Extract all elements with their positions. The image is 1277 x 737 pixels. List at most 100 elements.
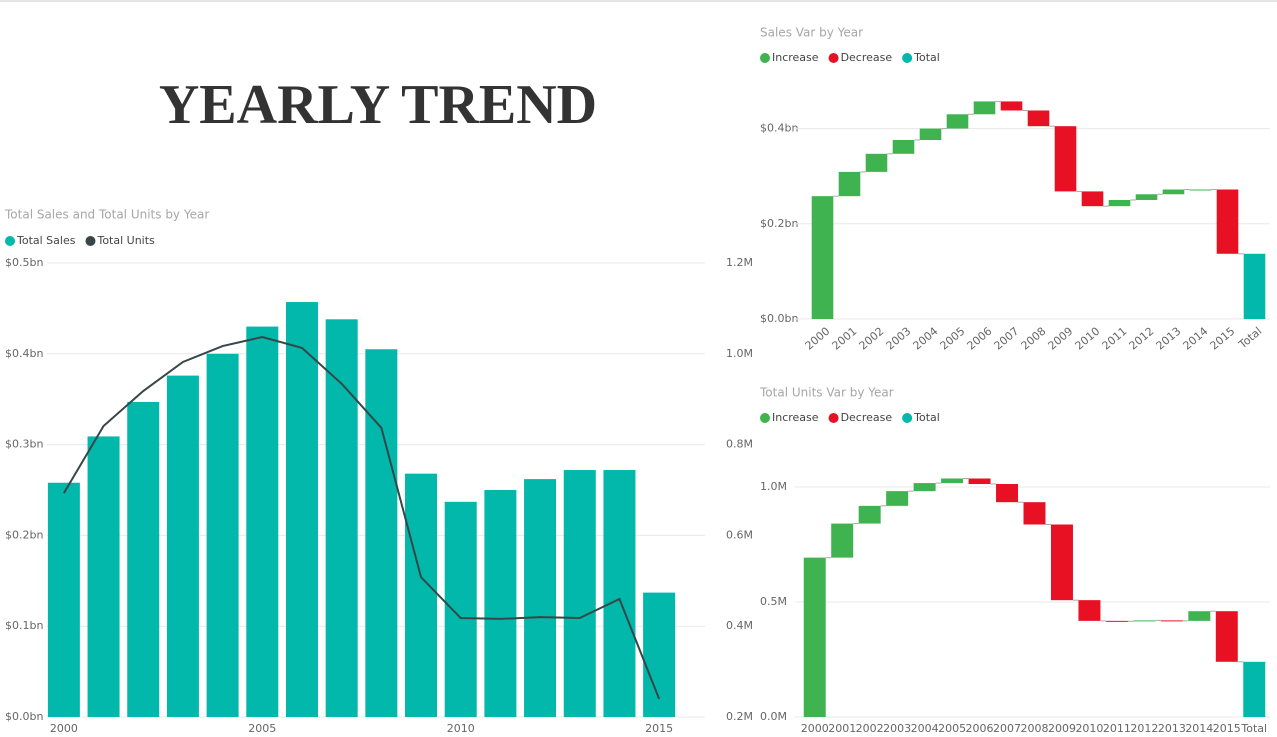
- x-tick-label: 2007: [992, 325, 1022, 353]
- y-tick-label: 1.0M: [760, 480, 787, 493]
- x-tick-label: 2007: [993, 722, 1021, 735]
- legend-label: Total Units: [96, 234, 155, 247]
- waterfall-bar: [886, 491, 909, 506]
- waterfall-bar: [1027, 110, 1050, 127]
- waterfall-bar: [838, 171, 861, 197]
- waterfall-bar: [1188, 611, 1211, 621]
- y-tick-label: $0.0bn: [5, 710, 43, 723]
- waterfall-bar: [1078, 600, 1101, 621]
- waterfall-bar: [1243, 253, 1266, 319]
- x-tick-label: 2000: [801, 722, 829, 735]
- x-tick-label: 2009: [1046, 325, 1076, 353]
- y-tick-label: 0.4M: [726, 619, 753, 632]
- y-tick-label: $0.0bn: [760, 312, 798, 325]
- x-tick-label: 2005: [938, 325, 968, 353]
- x-tick-label: 2004: [911, 325, 941, 353]
- bar: [47, 482, 80, 717]
- waterfall-bar: [1108, 199, 1131, 207]
- legend-label: Increase: [772, 411, 819, 424]
- y-tick-label: 0.8M: [726, 438, 753, 451]
- line: [63, 335, 661, 700]
- waterfall-bar: [1023, 502, 1046, 525]
- waterfall-bar: [1189, 189, 1212, 191]
- waterfall-bar: [1054, 126, 1077, 192]
- waterfall-bar: [858, 505, 881, 524]
- y-tick-label: 1.0M: [726, 347, 753, 360]
- x-tick-label: 2005: [938, 722, 966, 735]
- legend-marker: [828, 53, 839, 63]
- y-tick-label: $0.5bn: [5, 256, 43, 269]
- bar: [127, 401, 160, 717]
- chart-title: Total Sales and Total Units by Year: [4, 208, 209, 222]
- waterfall-bar: [1216, 189, 1239, 254]
- chart-title: Total Units Var by Year: [759, 386, 894, 400]
- legend-marker: [760, 53, 770, 63]
- waterfall-bar: [968, 478, 991, 485]
- waterfall-bar: [1133, 620, 1156, 622]
- x-tick-label: 2011: [1100, 325, 1130, 353]
- x-tick-label: 2013: [1158, 722, 1186, 735]
- bar: [166, 375, 199, 717]
- legend-label: Decrease: [841, 411, 893, 424]
- x-tick-label: 2002: [857, 325, 887, 353]
- waterfall-bar: [865, 153, 888, 172]
- waterfall-bar: [803, 557, 826, 717]
- y-tick-label: $0.1bn: [5, 619, 43, 632]
- bar: [285, 302, 318, 717]
- x-tick-label: 2004: [911, 722, 939, 735]
- legend-marker: [828, 413, 839, 423]
- x-tick-label: 2003: [884, 325, 914, 353]
- waterfall-bar: [811, 196, 834, 319]
- x-tick-label: Total: [1236, 325, 1265, 352]
- x-tick-label: 2014: [1181, 325, 1211, 353]
- x-tick-label: 2000: [803, 325, 833, 353]
- waterfall-bar: [1215, 611, 1238, 662]
- legend-marker: [902, 53, 913, 63]
- x-tick-label: 2005: [248, 722, 276, 735]
- x-tick-label: 2011: [1103, 722, 1131, 735]
- x-tick-label: 2012: [1130, 722, 1158, 735]
- y-tick-label: $0.2bn: [5, 528, 43, 541]
- waterfall-bar: [1081, 191, 1104, 207]
- x-tick-label: 2009: [1048, 722, 1076, 735]
- bar: [325, 319, 358, 717]
- y-tick-label: $0.2bn: [760, 217, 798, 230]
- x-tick-label: 2012: [1127, 325, 1157, 353]
- legend-label: Decrease: [841, 51, 893, 64]
- legend-marker: [760, 413, 770, 423]
- x-tick-label: 2003: [883, 722, 911, 735]
- waterfall-bar: [1000, 101, 1023, 111]
- y-tick-label: 1.2M: [726, 256, 753, 269]
- x-tick-label: 2008: [1019, 325, 1049, 353]
- x-tick-label: 2015: [1208, 325, 1238, 353]
- bar: [603, 470, 636, 717]
- bar: [405, 473, 438, 717]
- bar: [524, 479, 557, 717]
- x-tick-label: Total: [1240, 722, 1267, 735]
- x-tick-label: 2014: [1185, 722, 1213, 735]
- y-tick-label: 0.2M: [726, 710, 753, 723]
- x-tick-label: 2006: [966, 722, 994, 735]
- x-tick-label: 2010: [1073, 325, 1103, 353]
- waterfall-bar: [973, 101, 996, 115]
- waterfall-bar: [892, 139, 915, 154]
- waterfall-bar: [1160, 620, 1183, 622]
- x-tick-label: 2013: [1154, 325, 1184, 353]
- x-tick-label: 2010: [447, 722, 475, 735]
- x-tick-label: 2008: [1021, 722, 1049, 735]
- waterfall-bar: [913, 483, 936, 492]
- legend-label: Total: [913, 51, 940, 64]
- legend-marker: [85, 236, 96, 246]
- legend-label: Increase: [772, 51, 819, 64]
- x-tick-label: 2006: [965, 325, 995, 353]
- bar: [246, 326, 279, 717]
- bar: [484, 490, 517, 717]
- legend-marker: [5, 236, 15, 246]
- x-tick-label: 2015: [1213, 722, 1241, 735]
- waterfall-bar: [1162, 189, 1185, 195]
- x-tick-label: 2002: [856, 722, 884, 735]
- y-tick-label: $0.3bn: [5, 438, 43, 451]
- bar: [87, 436, 120, 717]
- y-tick-label: 0.6M: [726, 528, 753, 541]
